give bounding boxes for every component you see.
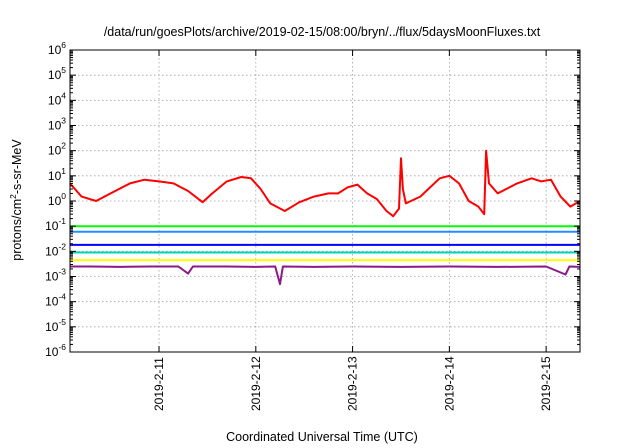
y-tick-label: 106 [48, 40, 66, 57]
y-tick-label: 10-2 [45, 241, 66, 258]
y-tick-label: 10-4 [45, 292, 66, 309]
grid-lines [70, 50, 580, 352]
y-tick-label: 105 [48, 65, 66, 82]
y-tick-label: 102 [48, 141, 66, 158]
y-tick-label: 104 [48, 90, 66, 107]
y-axis-label-sup: 2 [8, 194, 18, 199]
y-axis-label-base: protons/cm [10, 199, 24, 261]
y-tick-label: 10-6 [45, 342, 66, 359]
x-tick-label: 2019-2-11 [152, 357, 166, 411]
series-line-0 [69, 149, 581, 218]
y-axis-label-rest: -s-sr-MeV [10, 139, 24, 195]
x-axis-label: Coordinated Universal Time (UTC) [226, 430, 418, 444]
y-tick-label: 10-3 [45, 267, 66, 284]
y-tick-label: 101 [48, 166, 66, 183]
y-tick-label: 10-1 [45, 216, 66, 233]
series-line-6 [70, 265, 581, 286]
x-tick-label: 2019-2-13 [346, 356, 360, 411]
plot-frame [69, 49, 581, 353]
x-tick-label: 2019-2-14 [442, 356, 456, 411]
x-tick-label: 2019-2-12 [249, 356, 263, 411]
y-tick-label: 100 [48, 191, 66, 208]
y-tick-label: 10-5 [45, 317, 66, 334]
y-tick-label: 103 [48, 116, 66, 133]
y-axis-label: protons/cm2-s-sr-MeV [8, 139, 24, 261]
x-tick-label: 2019-2-15 [539, 356, 553, 411]
chart-title: /data/run/goesPlots/archive/2019-02-15/0… [104, 25, 541, 39]
data-series [69, 149, 581, 286]
